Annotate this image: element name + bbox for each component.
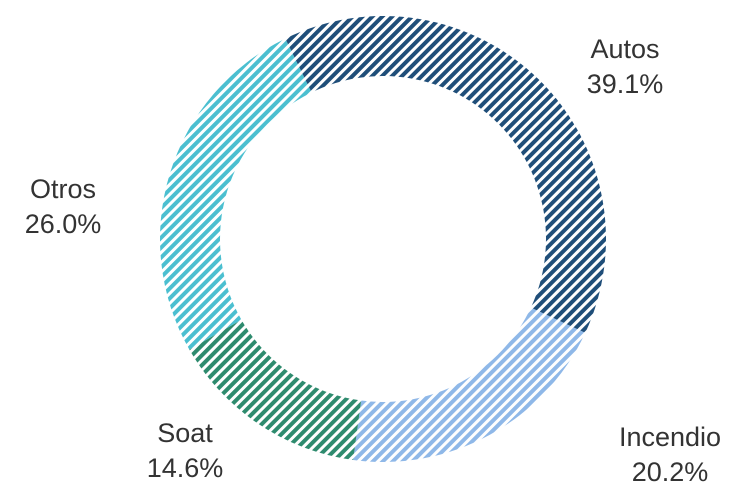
label-autos-value: 39.1%: [586, 69, 664, 99]
label-otros-value: 26.0%: [24, 209, 102, 239]
label-autos: Autos 39.1%: [570, 32, 680, 102]
label-otros: Otros 26.0%: [8, 172, 118, 242]
label-otros-name: Otros: [29, 174, 96, 204]
label-incendio-name: Incendio: [618, 422, 722, 452]
label-soat-value: 14.6%: [146, 453, 224, 483]
slice-otros: [159, 38, 312, 350]
label-autos-name: Autos: [590, 34, 660, 64]
label-soat-name: Soat: [157, 418, 213, 448]
label-incendio: Incendio 20.2%: [600, 420, 733, 490]
slice-incendio: [353, 307, 586, 463]
slice-soat: [189, 319, 362, 460]
label-incendio-value: 20.2%: [631, 457, 709, 487]
slice-autos: [285, 15, 606, 333]
label-soat: Soat 14.6%: [130, 416, 240, 486]
